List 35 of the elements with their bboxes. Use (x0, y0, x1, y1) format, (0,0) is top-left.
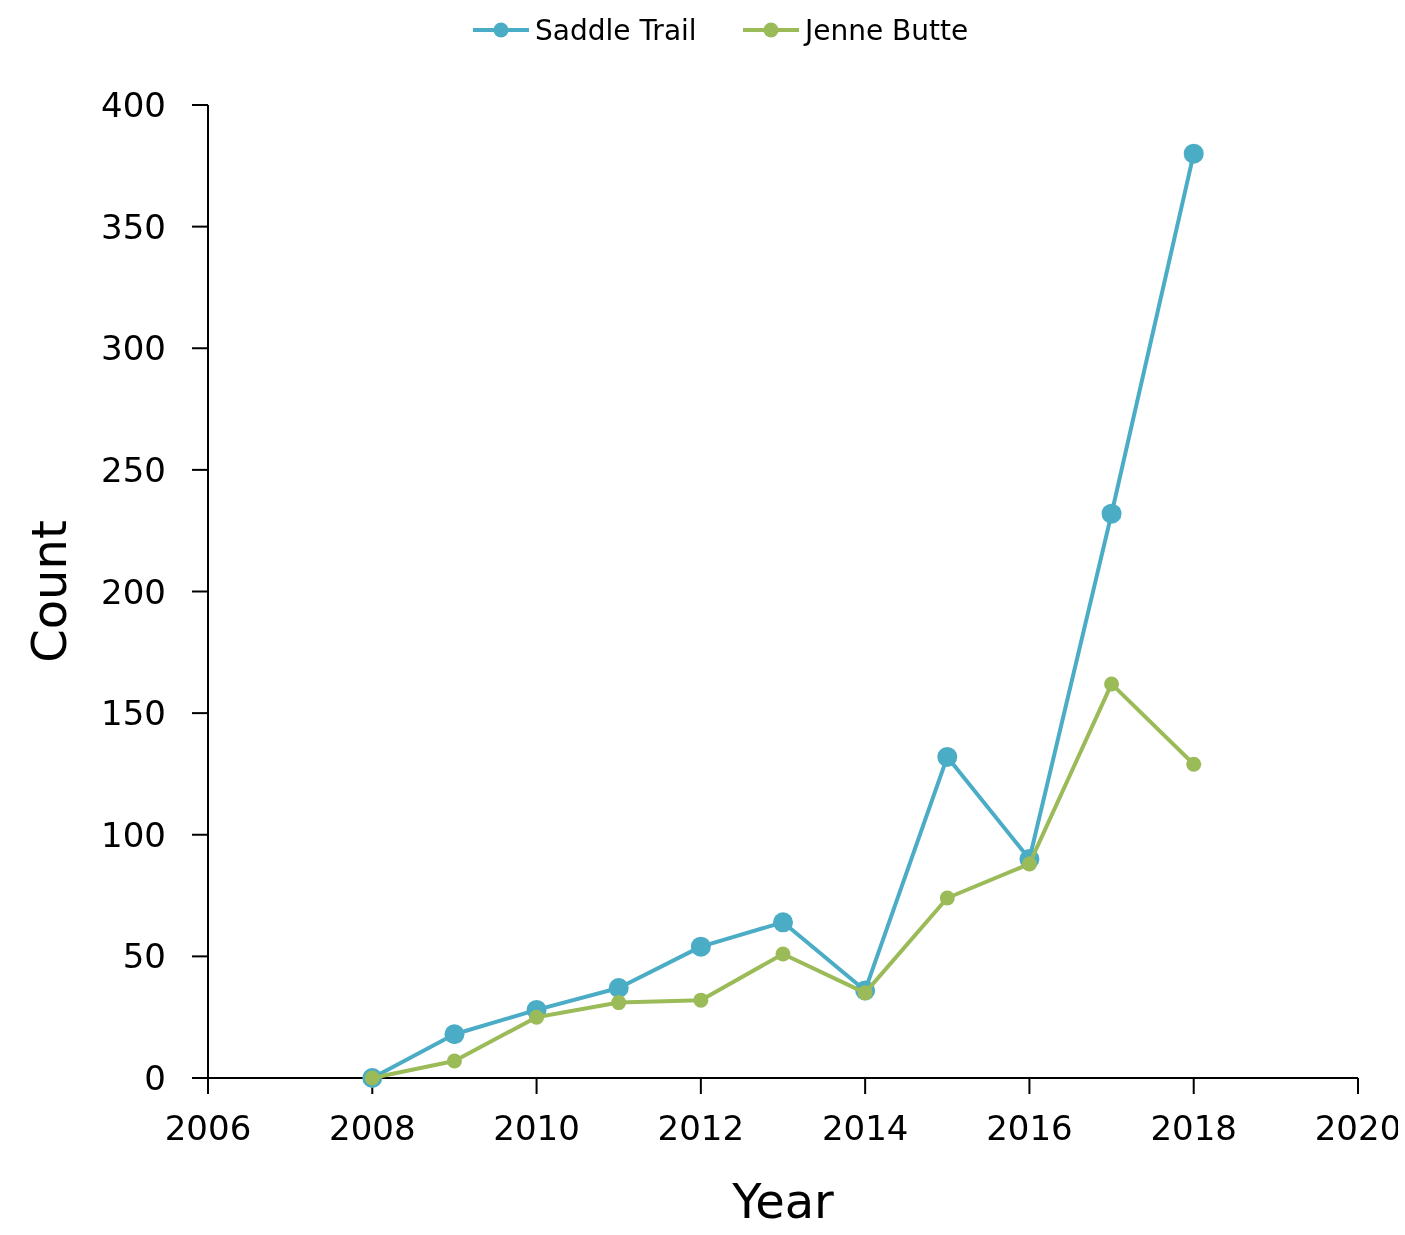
y-tick-label: 200 (101, 571, 166, 612)
x-tick-label: 2016 (986, 1108, 1073, 1148)
point (1183, 143, 1204, 164)
point (690, 936, 711, 957)
point (937, 746, 958, 767)
x-tick-label: 2014 (821, 1108, 909, 1148)
x-tick-label: 2008 (329, 1108, 416, 1148)
point (611, 995, 627, 1011)
y-tick-label: 350 (101, 206, 166, 247)
legend-label: Saddle Trail (535, 13, 697, 47)
y-tick-label: 50 (122, 936, 166, 977)
y-tick-label: 250 (101, 449, 166, 490)
point (773, 912, 793, 933)
point (1104, 676, 1120, 692)
legend-label: Jenne Butte (803, 13, 969, 47)
y-axis-title: Count (21, 520, 77, 663)
point (444, 1024, 465, 1045)
point (1186, 756, 1202, 772)
point (529, 1009, 545, 1025)
y-tick-label: 400 (101, 85, 166, 125)
point (1101, 503, 1122, 524)
x-tick-label: 2018 (1150, 1108, 1237, 1148)
y-tick-label: 300 (101, 328, 166, 369)
y-tick-label: 0 (144, 1058, 166, 1098)
y-tick-label: 100 (101, 814, 166, 855)
x-tick-label: 2010 (493, 1108, 580, 1148)
point (775, 946, 791, 962)
x-tick-label: 2012 (657, 1108, 745, 1148)
point (939, 890, 955, 906)
x-tick-label: 2006 (164, 1108, 252, 1148)
point (608, 978, 629, 998)
x-axis-title: Year (731, 1173, 835, 1229)
point (446, 1053, 462, 1069)
y-tick-label: 150 (101, 693, 166, 734)
point (693, 992, 709, 1008)
